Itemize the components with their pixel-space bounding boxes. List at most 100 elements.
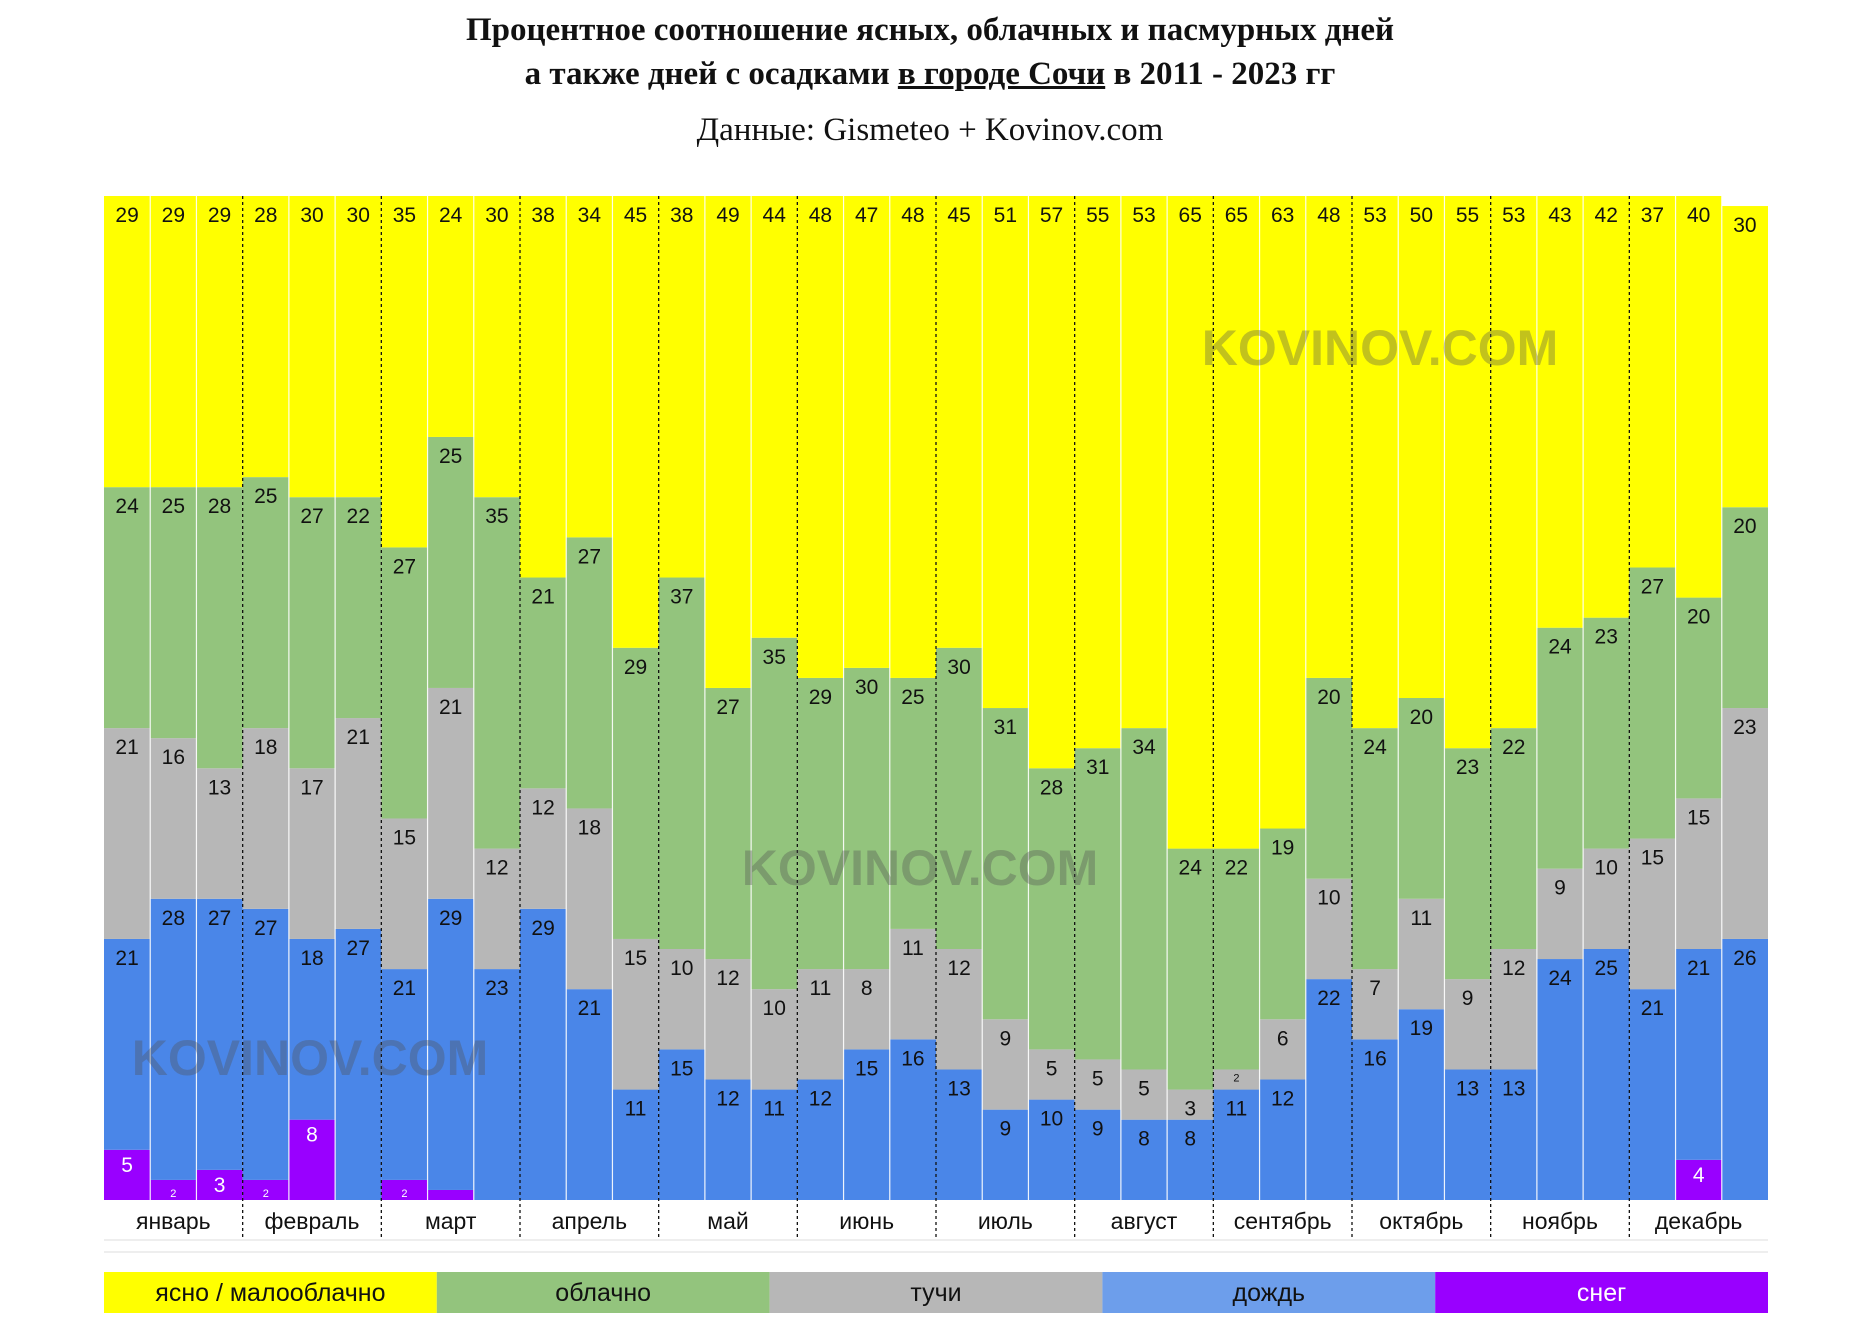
chart-title-city: в городе Сочи [897, 56, 1106, 92]
bar-rain [1167, 1119, 1214, 1200]
data-label-rain: 21 [393, 977, 416, 1000]
bar-overcast [288, 768, 336, 939]
data-label-cloudy: 27 [300, 505, 323, 528]
data-label-overcast: 12 [947, 957, 970, 980]
legend-label-snow: снег [1577, 1279, 1626, 1307]
bar-overcast [381, 818, 428, 970]
legend-swatch-clear [104, 1272, 437, 1313]
bar-overcast [520, 788, 567, 909]
data-label-overcast: 12 [716, 967, 739, 990]
bar-overcast [1629, 838, 1676, 990]
data-label-overcast: 9 [999, 1027, 1011, 1050]
data-label-cloudy: 20 [1687, 606, 1710, 629]
data-label-cloudy: 24 [1363, 736, 1387, 759]
data-label-rain: 21 [115, 947, 138, 970]
bar-clear [1583, 196, 1630, 618]
bar-cloudy [1259, 828, 1306, 1020]
month-label: июнь [839, 1208, 894, 1234]
bar-clear [658, 196, 705, 578]
bar-snow [1675, 1159, 1722, 1200]
data-label-clear: 53 [1363, 204, 1386, 227]
bar-clear [982, 196, 1029, 709]
data-label-clear: 30 [485, 204, 508, 227]
bar-cloudy [1721, 507, 1768, 709]
bar-overcast [843, 969, 890, 1050]
bar-overcast [566, 808, 613, 990]
data-label-clear: 40 [1687, 204, 1710, 227]
watermark: KOVINOV.COM [742, 840, 1099, 896]
data-label-overcast: 12 [531, 796, 554, 819]
data-label-rain: 13 [947, 1077, 970, 1100]
bar-rain [196, 898, 243, 1170]
bar-clear [704, 196, 752, 688]
data-label-cloudy: 29 [624, 656, 647, 679]
data-label-rain: 21 [1687, 957, 1710, 980]
data-label-cloudy: 31 [994, 716, 1017, 739]
bar-clear [381, 196, 428, 548]
bar-clear [473, 196, 520, 498]
data-label-cloudy: 23 [1456, 756, 1479, 779]
data-label-cloudy: 19 [1271, 837, 1294, 860]
bar-snow [381, 1179, 428, 1200]
bar-cloudy [658, 577, 705, 949]
data-label-overcast: 16 [162, 746, 185, 769]
bar-cloudy [843, 667, 890, 970]
legend-swatch-snow [1435, 1272, 1768, 1313]
bar-overcast [1120, 1069, 1168, 1120]
bar-rain [1120, 1119, 1168, 1200]
bar-rain [1213, 1089, 1260, 1200]
data-label-rain: 13 [1502, 1077, 1525, 1100]
bar-cloudy [566, 537, 613, 809]
bar-cloudy [982, 708, 1029, 1020]
data-label-overcast: 6 [1277, 1027, 1289, 1050]
bar-snow [288, 1119, 336, 1200]
bar-cloudy [704, 687, 752, 960]
bar-overcast [1675, 798, 1722, 949]
bar-clear [797, 196, 844, 678]
data-label-rain: 12 [716, 1088, 739, 1111]
data-label-cloudy: 25 [901, 686, 924, 709]
data-label-overcast: 15 [1687, 806, 1710, 829]
bar-cloudy [1490, 728, 1537, 949]
bar-overcast [658, 949, 705, 1050]
bar-rain [612, 1089, 659, 1200]
data-label-overcast: 15 [1641, 847, 1664, 870]
data-label-rain: 16 [1363, 1047, 1386, 1070]
data-label-cloudy: 25 [439, 445, 462, 468]
data-label-rain: 27 [208, 907, 231, 930]
bar-clear [1444, 196, 1491, 749]
watermark: KOVINOV.COM [1202, 320, 1559, 376]
bar-cloudy [1444, 748, 1491, 980]
data-label-cloudy: 24 [1179, 857, 1203, 880]
bar-rain [104, 938, 151, 1150]
bar-cloudy [1120, 728, 1168, 1070]
data-label-cloudy: 29 [809, 686, 832, 709]
data-label-rain: 15 [855, 1057, 878, 1080]
bar-rain [1352, 1039, 1399, 1200]
data-label-clear: 30 [1733, 214, 1756, 237]
data-label-overcast: 11 [810, 977, 832, 1000]
data-label-rain: 11 [625, 1098, 647, 1121]
bar-clear [1675, 196, 1722, 598]
bar-clear [1536, 196, 1584, 628]
bar-overcast [889, 928, 936, 1040]
data-label-clear: 38 [531, 204, 554, 227]
data-label-rain: 21 [578, 997, 601, 1020]
bar-cloudy [1583, 617, 1630, 849]
data-label-overcast: 2 [1233, 1072, 1239, 1084]
bar-overcast [196, 768, 243, 899]
bar-rain [1028, 1099, 1075, 1200]
data-label-rain: 22 [1317, 987, 1340, 1010]
data-label-cloudy: 24 [115, 495, 139, 518]
data-label-cloudy: 35 [485, 505, 508, 528]
data-label-cloudy: 24 [1548, 636, 1572, 659]
bar-clear [1352, 196, 1399, 729]
chart-title-line2-start: а также дней с осадками [524, 56, 890, 92]
data-label-clear: 30 [300, 204, 323, 227]
data-label-rain: 15 [670, 1057, 693, 1080]
data-label-clear: 49 [716, 204, 739, 227]
month-label: март [425, 1208, 477, 1234]
data-label-snow: 2 [263, 1188, 269, 1200]
data-label-overcast: 12 [1502, 957, 1525, 980]
bar-rain [427, 898, 474, 1190]
